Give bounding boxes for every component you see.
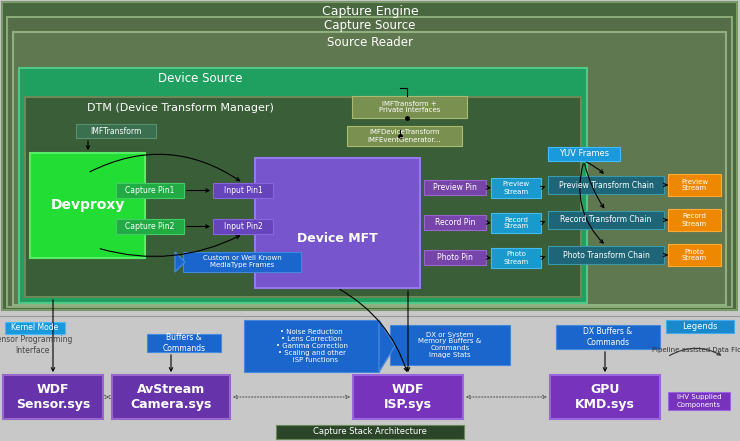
Text: AvStream
Camera.sys: AvStream Camera.sys xyxy=(130,383,212,411)
Bar xyxy=(19,68,587,303)
Text: Kernel Mode: Kernel Mode xyxy=(11,324,58,333)
Bar xyxy=(548,211,664,229)
Text: IMFTransform +
Private Interfaces: IMFTransform + Private Interfaces xyxy=(379,101,440,113)
Bar xyxy=(116,219,184,234)
Bar xyxy=(147,334,221,352)
Polygon shape xyxy=(379,320,395,372)
Bar xyxy=(491,248,541,268)
Bar xyxy=(2,2,737,310)
Bar xyxy=(25,97,581,297)
Text: DX or System
Memory Buffers &
Commands
Image Stats: DX or System Memory Buffers & Commands I… xyxy=(418,332,482,359)
Bar xyxy=(213,183,273,198)
Bar xyxy=(13,32,726,305)
Text: Preview
Stream: Preview Stream xyxy=(502,182,530,194)
Bar xyxy=(548,147,620,161)
Bar xyxy=(668,174,721,196)
Text: WDF
Sensor.sys: WDF Sensor.sys xyxy=(16,383,90,411)
Text: Device Source: Device Source xyxy=(158,72,242,86)
Bar xyxy=(352,96,467,118)
Text: Legends: Legends xyxy=(682,322,718,331)
Bar xyxy=(112,375,230,419)
Text: • Noise Reduction
• Lens Correction
• Gamma Correction
• Scaling and other
   IS: • Noise Reduction • Lens Correction • Ga… xyxy=(275,329,348,363)
Text: Capture Source: Capture Source xyxy=(324,19,416,33)
Text: Preview
Stream: Preview Stream xyxy=(681,179,708,191)
Text: DX Buffers &
Commands: DX Buffers & Commands xyxy=(583,327,633,347)
Bar xyxy=(213,219,273,234)
Polygon shape xyxy=(175,252,185,272)
Bar xyxy=(668,209,721,231)
Text: GPU
KMD.sys: GPU KMD.sys xyxy=(575,383,635,411)
Text: IHV Supplied
Components: IHV Supplied Components xyxy=(677,395,722,407)
Bar xyxy=(244,320,379,372)
Bar xyxy=(30,153,145,258)
Bar xyxy=(390,325,510,365)
Bar xyxy=(116,183,184,198)
Text: Input Pin1: Input Pin1 xyxy=(223,186,263,195)
Text: IMFTransform: IMFTransform xyxy=(90,127,141,135)
Bar xyxy=(255,158,420,288)
Text: IMFDeviceTransform
IMFEventGenerator...: IMFDeviceTransform IMFEventGenerator... xyxy=(368,130,441,142)
Bar xyxy=(183,252,301,272)
Bar xyxy=(666,320,734,333)
Bar xyxy=(548,176,664,194)
Bar xyxy=(76,124,156,138)
Text: Record Pin: Record Pin xyxy=(435,218,475,227)
Text: Sensor Programming
Interface: Sensor Programming Interface xyxy=(0,335,73,355)
Text: DTM (Device Transform Manager): DTM (Device Transform Manager) xyxy=(87,103,274,113)
Text: Buffers &
Commands: Buffers & Commands xyxy=(163,333,206,353)
Bar xyxy=(548,246,664,264)
Bar xyxy=(556,325,660,349)
Text: WDF
ISP.sys: WDF ISP.sys xyxy=(384,383,432,411)
Bar xyxy=(353,375,463,419)
Text: Source Reader: Source Reader xyxy=(327,35,413,49)
Text: Device MFT: Device MFT xyxy=(297,232,378,244)
Text: Custom or Well Known
MediaType Frames: Custom or Well Known MediaType Frames xyxy=(203,255,281,269)
Bar xyxy=(424,180,486,195)
Bar xyxy=(5,322,65,334)
Text: Input Pin2: Input Pin2 xyxy=(223,222,263,231)
Bar xyxy=(491,178,541,198)
Text: Devproxy: Devproxy xyxy=(50,198,124,213)
Bar xyxy=(7,17,732,307)
Text: Record
Stream: Record Stream xyxy=(682,213,707,227)
Bar xyxy=(550,375,660,419)
Text: Photo
Stream: Photo Stream xyxy=(503,251,528,265)
Bar xyxy=(424,215,486,230)
Bar xyxy=(668,392,730,410)
Bar xyxy=(668,244,721,266)
Text: Capture Engine: Capture Engine xyxy=(322,4,418,18)
Bar xyxy=(491,213,541,233)
Text: Preview Transform Chain: Preview Transform Chain xyxy=(559,180,653,190)
Text: YUV Frames: YUV Frames xyxy=(559,149,609,158)
Text: Capture Stack Architecture: Capture Stack Architecture xyxy=(313,427,427,437)
Text: Photo Transform Chain: Photo Transform Chain xyxy=(562,250,650,259)
Text: Photo Pin: Photo Pin xyxy=(437,253,473,262)
Text: Preview Pin: Preview Pin xyxy=(433,183,477,192)
Text: Record Transform Chain: Record Transform Chain xyxy=(560,216,652,224)
Text: Pipeline assisted Data Flow: Pipeline assisted Data Flow xyxy=(653,347,740,353)
Bar xyxy=(424,250,486,265)
Text: Photo
Stream: Photo Stream xyxy=(682,248,707,262)
Bar xyxy=(3,375,103,419)
Bar xyxy=(276,425,464,439)
Text: Capture Pin2: Capture Pin2 xyxy=(125,222,175,231)
Text: Record
Stream: Record Stream xyxy=(503,217,528,229)
Bar xyxy=(347,126,462,146)
Text: Capture Pin1: Capture Pin1 xyxy=(125,186,175,195)
